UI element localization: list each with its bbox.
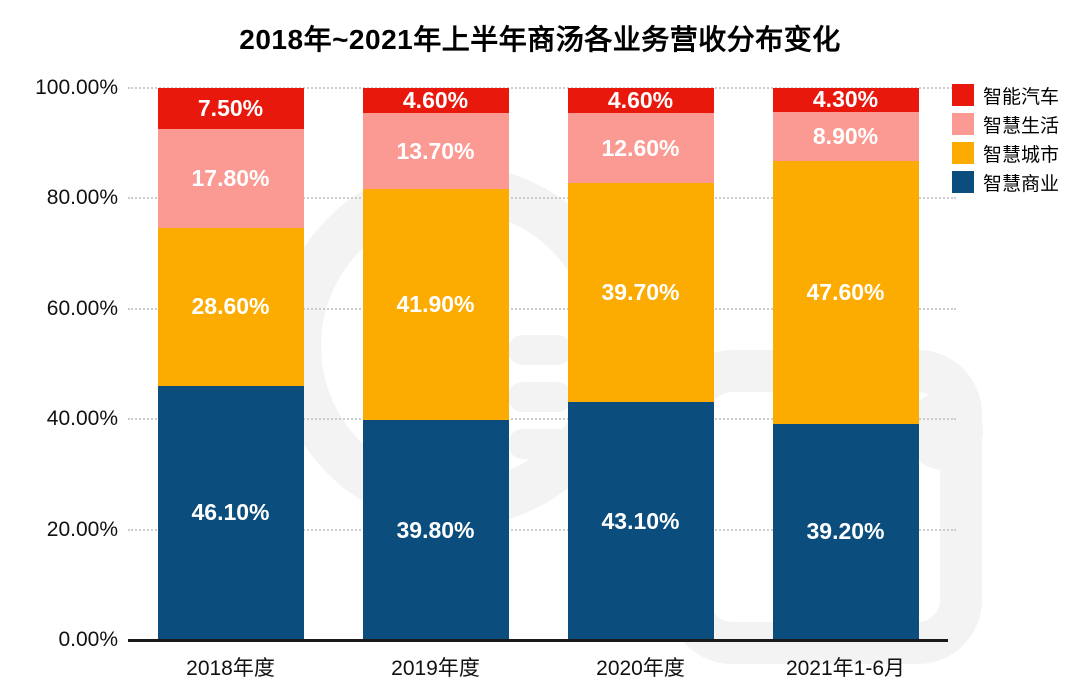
bar-segment-智慧商业: 39.80% (362, 420, 509, 640)
bar-segment-智慧生活: 12.60% (567, 113, 714, 183)
y-axis-tick: 60.00% (46, 296, 118, 320)
bar-segment-智能汽车: 4.60% (362, 87, 509, 114)
bar-segment-智能汽车: 4.60% (567, 87, 714, 114)
legend-label: 智慧生活 (983, 115, 1060, 137)
y-axis-tick: 0.00% (58, 628, 118, 651)
bar-segment-智慧城市: 28.60% (157, 227, 304, 386)
bar-label: 13.70% (396, 137, 475, 164)
bar-2021年1-6月: 4.30% 8.90% 47.60% 39.20% (772, 86, 919, 640)
bar-segment-智能汽车: 7.50% (157, 88, 304, 130)
bar-label: 17.80% (191, 165, 270, 192)
x-axis-line (128, 639, 948, 642)
gridline-80 (128, 197, 956, 200)
bar-segment-智慧生活: 17.80% (157, 129, 304, 228)
y-axis-tick: 100.00% (35, 76, 118, 99)
legend-item-智慧商业: 智慧商业 (952, 171, 1060, 195)
gridline-40 (128, 418, 956, 421)
bar-segment-智能汽车: 4.30% (772, 86, 919, 113)
legend-swatch (952, 113, 974, 135)
legend-label: 智能汽车 (983, 86, 1060, 108)
bar-label: 4.60% (607, 87, 674, 114)
bar-label: 39.80% (396, 516, 475, 543)
bar-segment-智慧城市: 41.90% (362, 189, 509, 421)
bar-label: 4.30% (812, 86, 879, 113)
bar-label: 7.50% (197, 95, 264, 122)
legend: 智能汽车智慧生活智慧城市智慧商业 (952, 84, 1059, 200)
bar-label: 41.90% (396, 291, 475, 318)
bar-segment-智慧商业: 46.10% (157, 385, 304, 640)
bar-label: 39.20% (806, 518, 885, 545)
chart-title: 2018年~2021年上半年商汤各业务营收分布变化 (239, 24, 841, 55)
legend-swatch (952, 171, 974, 193)
x-axis-tick: 2021年1-6月 (785, 657, 906, 680)
bar-segment-智慧生活: 13.70% (362, 113, 509, 190)
watermark-shape (508, 429, 572, 459)
gridline-20 (128, 528, 956, 531)
bar-label: 43.10% (601, 507, 680, 534)
legend-label: 智慧商业 (983, 173, 1060, 195)
bar-2018年度: 7.50% 17.80% 28.60% 46.10% (157, 88, 304, 640)
bar-label: 4.60% (402, 87, 469, 114)
bar-label: 12.60% (601, 134, 680, 161)
bar-segment-智慧商业: 39.20% (772, 423, 919, 640)
legend-item-智慧生活: 智慧生活 (952, 113, 1060, 137)
watermark-shape (508, 335, 572, 365)
bar-label: 28.60% (191, 293, 270, 320)
gridline-100 (128, 87, 956, 89)
y-axis-tick: 80.00% (46, 186, 118, 210)
legend-item-智慧城市: 智慧城市 (952, 142, 1060, 166)
y-axis-tick: 40.00% (46, 407, 118, 431)
x-axis-tick: 2019年度 (391, 657, 480, 680)
bar-label: 8.90% (812, 122, 879, 149)
bar-label: 47.60% (806, 278, 885, 305)
bar-2019年度: 4.60% 13.70% 41.90% 39.80% (362, 87, 509, 640)
legend-label: 智慧城市 (983, 144, 1060, 166)
x-axis-tick: 2020年度 (596, 657, 685, 680)
bar-label: 46.10% (191, 499, 270, 526)
gridline-60 (128, 307, 956, 310)
legend-swatch (952, 142, 974, 164)
legend-swatch (952, 84, 974, 106)
x-axis-tick: 2018年度 (186, 657, 275, 680)
bar-2020年度: 4.60% 12.60% 39.70% 43.10% (567, 87, 714, 640)
bar-label: 39.70% (601, 279, 680, 306)
watermark-shape (508, 382, 572, 412)
bar-segment-智慧生活: 8.90% (772, 111, 919, 161)
y-axis-tick: 20.00% (46, 517, 118, 541)
bar-segment-智慧城市: 39.70% (567, 182, 714, 403)
legend-item-智能汽车: 智能汽车 (952, 84, 1060, 108)
bar-segment-智慧商业: 43.10% (567, 402, 714, 640)
bar-segment-智慧城市: 47.60% (772, 160, 919, 424)
